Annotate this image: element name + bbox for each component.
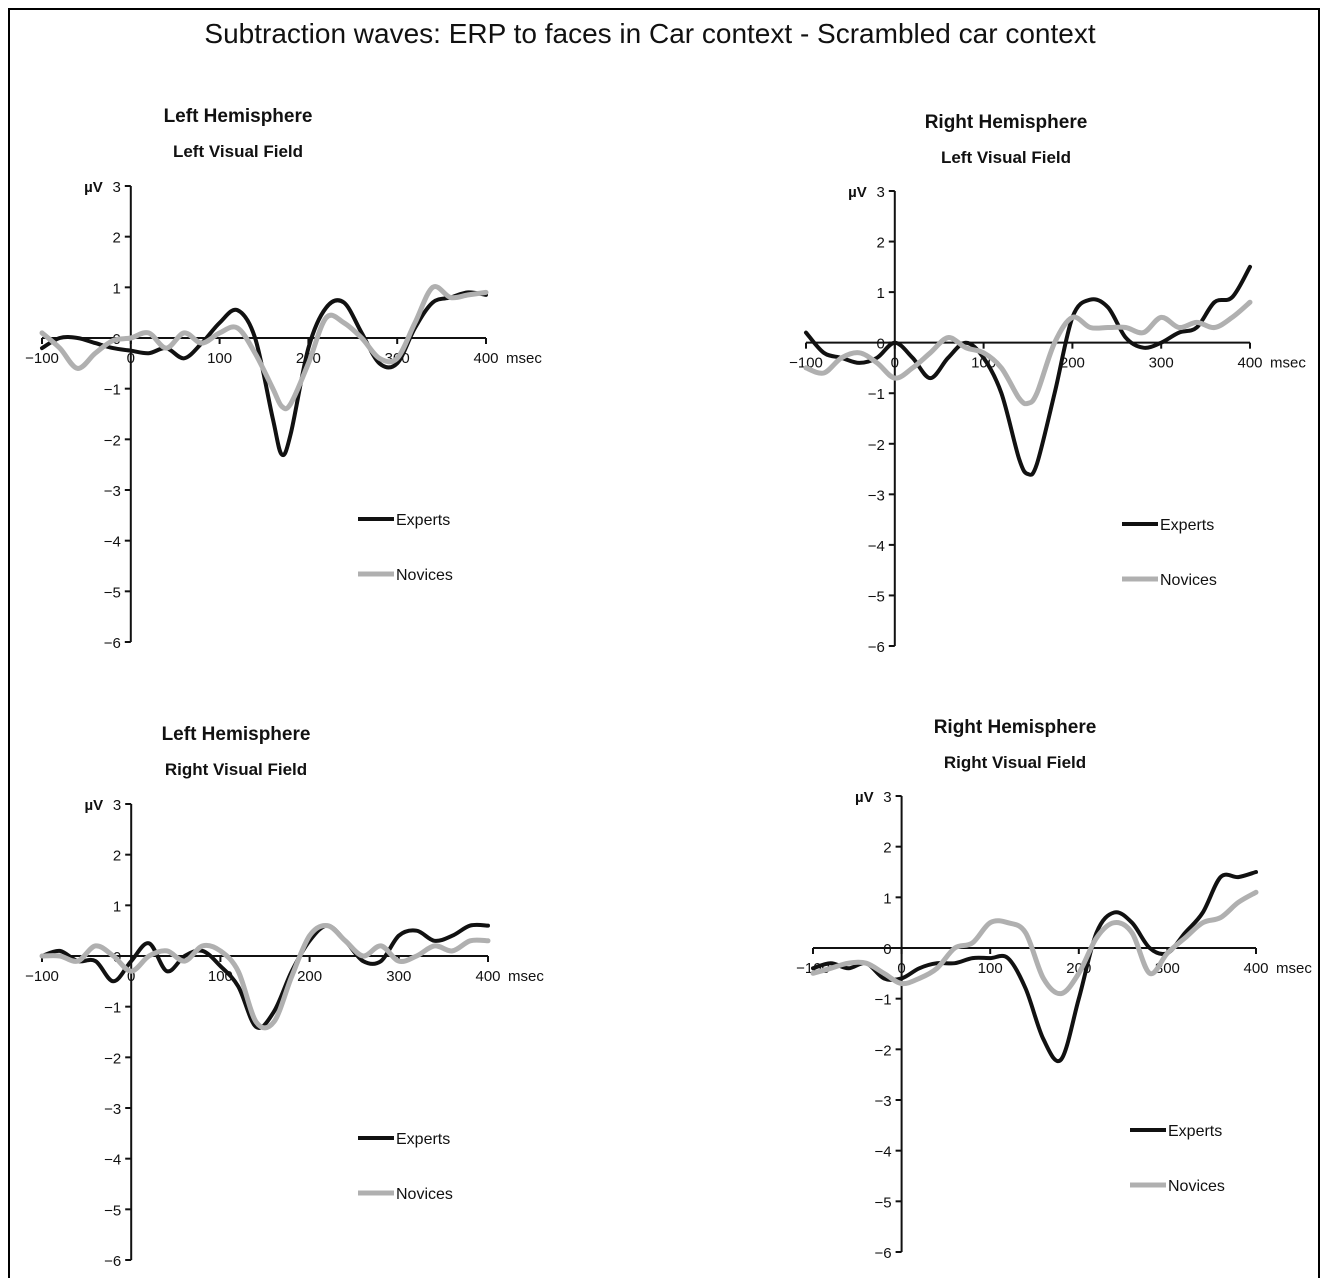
- x-tick-label: 300: [1149, 355, 1174, 372]
- x-tick-label: −100: [25, 350, 59, 367]
- legend-label-novices: Novices: [396, 1186, 453, 1203]
- x-tick-label: 300: [386, 968, 411, 985]
- legend-label-novices: Novices: [396, 567, 453, 584]
- figure-frame: [8, 8, 1320, 1278]
- y-tick-label: −3: [874, 1093, 891, 1110]
- y-tick-label: 2: [112, 230, 120, 247]
- x-tick-label: 400: [473, 350, 498, 367]
- panel-left-hemisphere-right-visual-field: Left Hemisphere Right Visual Field 3 2 1 0 −1 −…: [25, 724, 544, 1270]
- legend-label-experts: Experts: [1168, 1123, 1222, 1140]
- y-tick-label: −6: [104, 635, 121, 652]
- y-tick-label: 3: [883, 789, 891, 806]
- x-axis-unit: msec: [1276, 960, 1312, 977]
- x-tick-label: 200: [1060, 355, 1085, 372]
- x-tick-label: 0: [127, 968, 135, 985]
- series-line-novices: [39, 922, 491, 1031]
- x-tick-label: 0: [891, 355, 899, 372]
- x-tick-label: 100: [207, 350, 232, 367]
- y-tick-label: −4: [868, 538, 885, 555]
- y-tick-label: 1: [876, 285, 884, 302]
- legend-label-experts: Experts: [396, 512, 450, 529]
- x-tick-label: 400: [1237, 355, 1262, 372]
- y-tick-label: −1: [874, 992, 891, 1009]
- x-tick-label: 0: [897, 960, 905, 977]
- panel-subtitle: Left Visual Field: [941, 148, 1071, 167]
- y-tick-label: −3: [104, 483, 121, 500]
- x-tick-label: −100: [25, 968, 59, 985]
- y-tick-label: 2: [113, 848, 121, 865]
- x-tick-label: 400: [1243, 960, 1268, 977]
- y-tick-label: −3: [868, 487, 885, 504]
- y-tick-label: 1: [883, 890, 891, 907]
- y-tick-label: −4: [104, 534, 121, 551]
- panel-right-hemisphere-left-visual-field: Right Hemisphere Left Visual Field 3 2 1 0 −1 −…: [789, 112, 1306, 656]
- panel-right-hemisphere-right-visual-field: Right Hemisphere Right Visual Field 3 2 1 0 −1…: [796, 717, 1312, 1262]
- y-axis-label: µV: [855, 789, 874, 806]
- panel-left-hemisphere-left-visual-field: Left Hemisphere Left Visual Field 3 2 1 0 −1 −2…: [25, 106, 542, 652]
- y-tick-label: 0: [883, 941, 891, 958]
- x-tick-label: 100: [978, 960, 1003, 977]
- x-tick-label: 400: [475, 968, 500, 985]
- legend-label-experts: Experts: [1160, 517, 1214, 534]
- y-tick-label: 3: [113, 797, 121, 814]
- panel-subtitle: Right Visual Field: [944, 753, 1086, 772]
- y-tick-label: −5: [104, 1202, 121, 1219]
- y-tick-label: −6: [874, 1245, 891, 1262]
- y-tick-label: 3: [112, 179, 120, 196]
- y-tick-label: −4: [874, 1144, 891, 1161]
- y-axis-label: µV: [85, 797, 104, 814]
- figure-title: Subtraction waves: ERP to faces in Car c…: [204, 18, 1096, 49]
- y-tick-label: −3: [104, 1101, 121, 1118]
- y-tick-label: −5: [868, 588, 885, 605]
- y-tick-label: 2: [883, 840, 891, 857]
- x-tick-label: 200: [297, 968, 322, 985]
- y-tick-label: −1: [104, 382, 121, 399]
- series-line-novices: [803, 299, 1253, 407]
- x-tick-label: −100: [789, 355, 823, 372]
- legend-label-novices: Novices: [1160, 572, 1217, 589]
- x-axis-unit: msec: [508, 968, 544, 985]
- y-tick-label: 0: [876, 336, 884, 353]
- y-tick-label: −5: [104, 584, 121, 601]
- y-tick-label: −1: [868, 386, 885, 403]
- y-tick-label: −6: [104, 1253, 121, 1270]
- series-line-experts: [804, 264, 1252, 477]
- y-axis-label: µV: [84, 179, 103, 196]
- legend-label-novices: Novices: [1168, 1178, 1225, 1195]
- x-axis-unit: msec: [1270, 355, 1306, 372]
- y-tick-label: −2: [868, 437, 885, 454]
- y-tick-label: −2: [104, 432, 121, 449]
- y-tick-label: −1: [104, 1000, 121, 1017]
- panel-subtitle: Left Visual Field: [173, 142, 303, 161]
- y-tick-label: 2: [876, 235, 884, 252]
- y-tick-label: −5: [874, 1194, 891, 1211]
- y-tick-label: 1: [112, 280, 120, 297]
- panel-title: Left Hemisphere: [164, 106, 313, 127]
- x-tick-label: 0: [127, 350, 135, 367]
- series-line-experts: [40, 922, 490, 1030]
- y-tick-label: −2: [104, 1050, 121, 1067]
- y-tick-label: −2: [874, 1042, 891, 1059]
- panel-title: Left Hemisphere: [162, 724, 311, 745]
- series-line-experts: [811, 870, 1258, 1064]
- panel-title: Right Hemisphere: [934, 717, 1097, 738]
- y-tick-label: 1: [113, 898, 121, 915]
- y-axis-label: µV: [848, 184, 867, 201]
- series-line-novices: [39, 284, 489, 412]
- panel-title: Right Hemisphere: [925, 112, 1088, 133]
- y-tick-label: −4: [104, 1152, 121, 1169]
- series-line-novices: [810, 889, 1259, 997]
- legend-label-experts: Experts: [396, 1131, 450, 1148]
- y-tick-label: −6: [868, 639, 885, 656]
- x-axis-unit: msec: [506, 350, 542, 367]
- panel-subtitle: Right Visual Field: [165, 760, 307, 779]
- y-tick-label: 3: [876, 184, 884, 201]
